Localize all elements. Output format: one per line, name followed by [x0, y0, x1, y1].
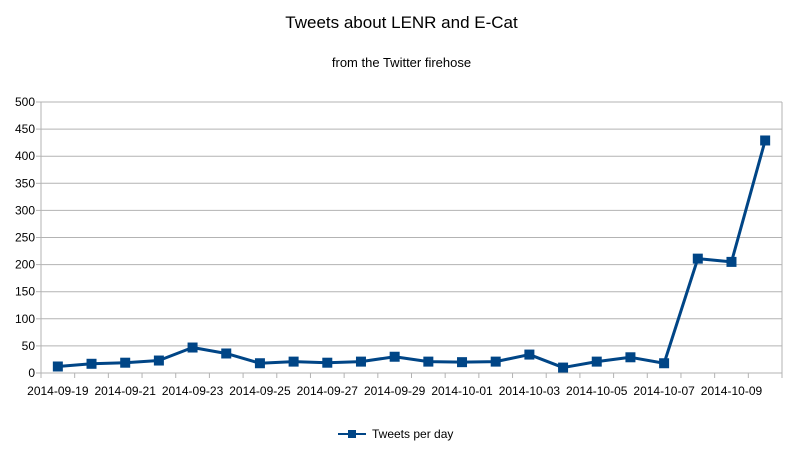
chart-title: Tweets about LENR and E-Cat	[285, 13, 518, 32]
data-point	[625, 352, 636, 363]
legend: Tweets per day	[338, 425, 453, 443]
data-point	[221, 348, 232, 359]
y-tick-label: 100	[15, 312, 35, 326]
line-chart: 0 50 100 150 200 250 300 350 400 450 500 2014-09-19…	[15, 95, 783, 398]
data-point	[288, 356, 299, 367]
x-tick-label: 2014-10-03	[499, 384, 561, 398]
data-point	[355, 356, 366, 367]
x-tick-label: 2014-09-27	[297, 384, 359, 398]
data-point	[457, 357, 468, 368]
legend-label: Tweets per day	[372, 427, 454, 441]
data-point	[558, 362, 569, 373]
y-tick-label: 400	[15, 149, 35, 163]
y-tick-label: 350	[15, 176, 35, 190]
y-tick-label: 500	[15, 95, 35, 109]
data-point	[322, 357, 333, 368]
y-tick-label: 150	[15, 285, 35, 299]
data-point	[389, 351, 400, 362]
data-point	[524, 349, 535, 360]
x-tick-label: 2014-10-09	[701, 384, 763, 398]
data-point	[591, 356, 602, 367]
data-point	[692, 253, 703, 264]
x-tick-label: 2014-09-21	[95, 384, 157, 398]
data-point	[659, 358, 670, 369]
data-point	[423, 356, 434, 367]
x-tick-label: 2014-09-25	[229, 384, 291, 398]
y-tick-label: 300	[15, 203, 35, 217]
chart-subtitle: from the Twitter firehose	[331, 55, 472, 70]
data-point	[187, 342, 198, 353]
y-tick-label: 0	[28, 366, 35, 380]
data-point	[86, 358, 97, 369]
y-tick-label: 200	[15, 258, 35, 272]
x-tick-label: 2014-10-07	[633, 384, 695, 398]
data-point	[120, 357, 131, 368]
legend-swatch	[338, 428, 366, 440]
x-tick-label: 2014-10-05	[566, 384, 628, 398]
data-point	[153, 355, 164, 366]
x-tick-label: 2014-09-19	[27, 384, 89, 398]
data-point	[254, 358, 265, 369]
y-tick-label: 50	[22, 339, 36, 353]
x-tick-label: 2014-09-29	[364, 384, 426, 398]
data-point	[760, 135, 771, 146]
data-point	[52, 361, 63, 372]
data-point	[726, 256, 737, 267]
x-tick-label: 2014-10-01	[431, 384, 493, 398]
data-point	[490, 356, 501, 367]
series-line	[57, 140, 767, 370]
x-tick-label: 2014-09-23	[162, 384, 224, 398]
y-tick-label: 450	[15, 122, 35, 136]
y-tick-label: 250	[15, 231, 35, 245]
